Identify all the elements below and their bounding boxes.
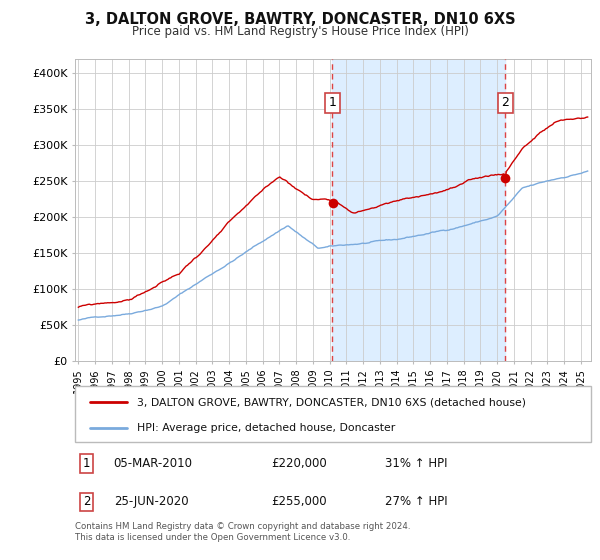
Text: Price paid vs. HM Land Registry's House Price Index (HPI): Price paid vs. HM Land Registry's House …	[131, 25, 469, 38]
Bar	[332, 59, 505, 361]
Text: 2: 2	[83, 496, 90, 508]
Text: 25-JUN-2020: 25-JUN-2020	[114, 496, 188, 508]
Text: Contains HM Land Registry data © Crown copyright and database right 2024.: Contains HM Land Registry data © Crown c…	[75, 522, 410, 531]
FancyBboxPatch shape	[75, 386, 591, 442]
Text: 1: 1	[329, 96, 337, 109]
Text: 27% ↑ HPI: 27% ↑ HPI	[385, 496, 447, 508]
Text: HPI: Average price, detached house, Doncaster: HPI: Average price, detached house, Donc…	[137, 423, 395, 433]
Text: 31% ↑ HPI: 31% ↑ HPI	[385, 457, 447, 470]
Text: 05-MAR-2010: 05-MAR-2010	[114, 457, 193, 470]
Text: 2: 2	[501, 96, 509, 109]
Text: 3, DALTON GROVE, BAWTRY, DONCASTER, DN10 6XS (detached house): 3, DALTON GROVE, BAWTRY, DONCASTER, DN10…	[137, 397, 526, 407]
Text: 3, DALTON GROVE, BAWTRY, DONCASTER, DN10 6XS: 3, DALTON GROVE, BAWTRY, DONCASTER, DN10…	[85, 12, 515, 27]
Text: £255,000: £255,000	[271, 496, 327, 508]
Text: 1: 1	[83, 457, 90, 470]
Text: £220,000: £220,000	[271, 457, 327, 470]
Text: This data is licensed under the Open Government Licence v3.0.: This data is licensed under the Open Gov…	[75, 533, 350, 542]
